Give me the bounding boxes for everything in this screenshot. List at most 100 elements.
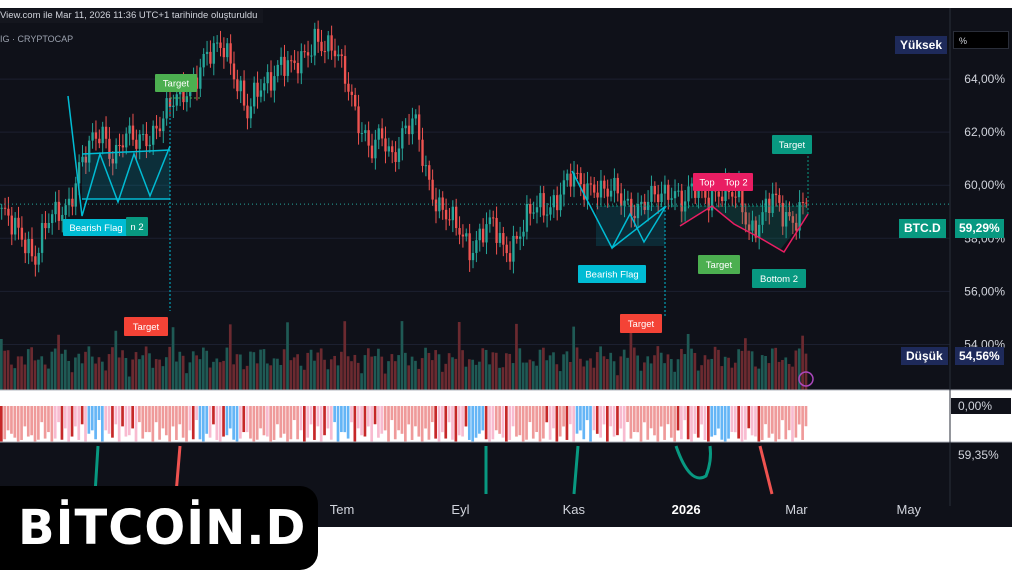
- candle-body: [350, 91, 353, 95]
- volume-bar: [710, 358, 714, 390]
- candle-body: [545, 214, 549, 216]
- current-value-label: 59,29%: [955, 219, 1004, 238]
- volume-bar: [356, 362, 360, 390]
- volume-bar: [188, 362, 192, 390]
- oscillator-bar: [781, 406, 784, 421]
- candle-body: [747, 224, 751, 231]
- volume-bar: [239, 354, 242, 390]
- oscillator-bar: [784, 406, 788, 440]
- volume-bar: [575, 347, 579, 390]
- volume-bar: [276, 358, 279, 390]
- oscillator-bar: [249, 406, 252, 439]
- oscillator-bar: [77, 406, 81, 440]
- candle-body: [774, 193, 778, 196]
- x-axis[interactable]: Tem Eyl Kas 2026 Mar May: [330, 502, 922, 517]
- volume-bar: [535, 365, 538, 390]
- volume-bar: [730, 367, 734, 390]
- volume-bar: [545, 360, 549, 390]
- oscillator-bar: [484, 406, 488, 440]
- oscillator-bar: [282, 406, 286, 434]
- oscillator-bar: [121, 406, 124, 427]
- volume-bar: [249, 351, 252, 390]
- oscillator-bar: [377, 406, 380, 438]
- oscillator-bar: [323, 406, 326, 436]
- candle-body: [606, 188, 609, 197]
- volume-bar: [686, 333, 690, 390]
- percent-input[interactable]: %: [953, 31, 1009, 49]
- oscillator-bar: [471, 406, 475, 442]
- candle-body: [306, 52, 310, 56]
- oscillator-bar: [252, 406, 256, 442]
- oscillator-bar: [727, 406, 730, 439]
- oscillator-bar: [228, 406, 232, 429]
- oscillator-bar: [599, 406, 602, 438]
- oscillator-bar: [242, 406, 246, 433]
- oscillator-bar: [50, 406, 54, 442]
- candle-body: [7, 208, 10, 216]
- oscillator-bar: [447, 406, 451, 423]
- oscillator-bar: [669, 406, 673, 438]
- volume-bar: [252, 352, 256, 390]
- volume-bar: [47, 368, 50, 390]
- flag-fill: [82, 150, 170, 199]
- volume-bar: [612, 361, 616, 390]
- candle-body: [717, 191, 720, 197]
- oscillator-bar: [424, 406, 427, 429]
- volume-bar: [525, 362, 528, 390]
- oscillator-bar: [23, 406, 27, 427]
- volume-bar: [767, 363, 771, 390]
- volume-bar: [84, 351, 87, 390]
- oscillator-bar: [747, 406, 751, 429]
- oscillator-bar: [87, 406, 91, 434]
- volume-bar: [548, 355, 552, 390]
- annotation-box: [620, 314, 662, 333]
- flag-upper: [611, 205, 667, 249]
- oscillator-bar: [451, 406, 454, 440]
- volume-bar: [0, 339, 3, 390]
- candle-body: [84, 156, 88, 163]
- oscillator-bar: [632, 406, 636, 433]
- candle-body: [215, 42, 219, 44]
- candle-body: [91, 132, 94, 141]
- oscillator-bar: [279, 406, 283, 438]
- candle-body: [71, 198, 74, 207]
- candle-body: [670, 198, 673, 200]
- oscillator-bar: [730, 406, 734, 432]
- candle-body: [104, 126, 108, 139]
- oscillator-bar: [144, 406, 148, 433]
- candle-body: [529, 204, 532, 214]
- oscillator-bar: [794, 406, 798, 438]
- candle-body: [98, 138, 101, 144]
- volume-bar: [218, 362, 222, 390]
- oscillator-bar: [360, 406, 363, 436]
- candle-body: [549, 207, 552, 215]
- oscillator-panel: 0,00%0,00%59,35%: [0, 371, 1012, 495]
- oscillator-bar: [353, 406, 357, 442]
- oscillator-bar: [427, 406, 431, 440]
- candle-body: [20, 227, 24, 240]
- volume-bar: [774, 347, 778, 390]
- candle-body: [357, 106, 360, 134]
- oscillator-bar: [686, 406, 690, 440]
- volume-bar: [87, 346, 91, 390]
- candle-body: [680, 190, 683, 212]
- oscillator-bar: [286, 406, 289, 442]
- volume-bar: [585, 360, 589, 390]
- volume-bar: [3, 350, 7, 390]
- volume-bar: [461, 350, 464, 390]
- oscillator-bar: [552, 406, 555, 429]
- candle-body: [34, 256, 37, 265]
- high-label: Yüksek: [895, 36, 948, 54]
- candle-body: [172, 105, 175, 108]
- oscillator-bar: [659, 406, 663, 427]
- candle-body: [77, 162, 81, 184]
- volume-bar: [467, 359, 471, 390]
- oscillator-bar: [649, 406, 653, 429]
- oscillator-bar: [43, 406, 47, 439]
- volume-bar: [690, 348, 693, 390]
- annotation-box: [719, 173, 753, 191]
- candle-body: [17, 217, 20, 228]
- candle-body: [572, 172, 576, 187]
- candle-body: [455, 206, 458, 229]
